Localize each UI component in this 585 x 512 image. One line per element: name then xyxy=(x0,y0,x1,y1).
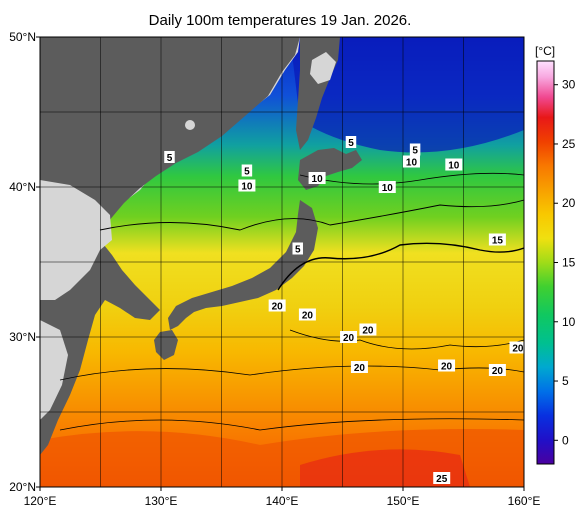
contour-label: 10 xyxy=(382,183,394,194)
kyushu xyxy=(154,330,178,360)
contour-label: 10 xyxy=(312,174,324,185)
cold-water-region xyxy=(290,37,524,153)
contour-label: 15 xyxy=(492,236,504,247)
contour-line xyxy=(289,329,524,350)
lon-label: 160°E xyxy=(508,494,541,508)
sakhalin-interior xyxy=(310,52,336,84)
colorbar-tick-label: 5 xyxy=(562,374,569,388)
contour-label: 5 xyxy=(167,153,173,164)
colorbar-scale xyxy=(536,60,555,465)
colorbar-tick-label: 25 xyxy=(562,137,576,151)
contour-label-bg xyxy=(445,158,463,171)
contour-label-bg xyxy=(488,233,506,246)
contour-label: 5 xyxy=(348,138,354,149)
contour-label-bg xyxy=(340,331,358,343)
colorbar-unit: [°C] xyxy=(535,44,555,58)
map-title: Daily 100m temperatures 19 Jan. 2026. xyxy=(148,12,412,29)
contour-line xyxy=(59,365,524,381)
contour-label: 5 xyxy=(244,167,250,178)
contour-line xyxy=(59,418,524,431)
contour-label: 20 xyxy=(302,311,314,322)
longitude-labels: 120°E 130°E 140°E 150°E 160°E xyxy=(24,487,541,508)
contour-label: 20 xyxy=(354,363,366,374)
lat-label: 30°N xyxy=(9,330,36,344)
contour-label: 5 xyxy=(295,245,301,256)
contour-label-bg xyxy=(359,323,377,336)
contour-label-bg xyxy=(268,299,286,312)
contour-label-bg xyxy=(345,136,357,148)
kuroshio-front xyxy=(277,242,524,291)
honshu xyxy=(168,200,318,330)
latitude-labels: 50°N 40°N 30°N 20°N xyxy=(9,30,40,494)
land-interior xyxy=(40,180,112,300)
contour-label-bg xyxy=(488,364,506,376)
lon-label: 130°E xyxy=(145,494,178,508)
contour-label-bg xyxy=(509,341,527,354)
contour-label: 10 xyxy=(241,182,253,193)
colorbar-tick-label: 0 xyxy=(562,433,569,447)
contour-label-bg xyxy=(350,361,368,373)
land-dark xyxy=(40,37,300,455)
small-island xyxy=(185,120,195,130)
contour-label-bg xyxy=(402,155,420,168)
contour-label: 20 xyxy=(272,302,284,313)
contour-label-bg xyxy=(433,472,451,484)
contour-label: 20 xyxy=(512,344,524,355)
contour-label: 25 xyxy=(436,474,448,485)
contour-label-bg xyxy=(378,181,396,193)
contour-label: 20 xyxy=(343,333,355,344)
lon-label: 140°E xyxy=(266,494,299,508)
contour-label: 10 xyxy=(406,158,418,169)
lat-label: 20°N xyxy=(9,480,36,494)
contour-label-bg xyxy=(308,172,326,184)
contour-label-bg xyxy=(409,143,421,156)
colorbar-tick-label: 10 xyxy=(562,315,576,329)
contour-label-bg xyxy=(292,242,303,255)
contour-label: 20 xyxy=(362,326,374,337)
colorbar-ticks: 30 25 20 15 10 5 0 xyxy=(554,78,576,447)
lat-label: 50°N xyxy=(9,30,36,44)
lon-label: 150°E xyxy=(387,494,420,508)
contour-label: 20 xyxy=(441,362,453,373)
graticule xyxy=(40,37,524,487)
contour-label-bg xyxy=(298,308,316,321)
contour-label: 5 xyxy=(412,146,418,157)
subarctic-front xyxy=(99,199,524,231)
contour-label: 10 xyxy=(448,161,460,172)
land-interior-2 xyxy=(40,320,68,420)
contour-label-bg xyxy=(241,164,253,177)
contour-label-bg xyxy=(164,151,175,163)
colorbar-tick-label: 30 xyxy=(562,78,576,92)
lon-label: 120°E xyxy=(24,494,57,508)
colorbar-tick-label: 15 xyxy=(562,256,576,270)
colorbar-tick-label: 20 xyxy=(562,196,576,210)
lat-label: 40°N xyxy=(9,180,36,194)
colorbar: [°C] 30 25 20 15 10 5 0 xyxy=(535,44,576,465)
contour-line xyxy=(299,172,524,185)
contour-label-bg xyxy=(238,179,256,192)
contour-label: 20 xyxy=(492,366,504,377)
contour-label-bg xyxy=(438,359,456,372)
